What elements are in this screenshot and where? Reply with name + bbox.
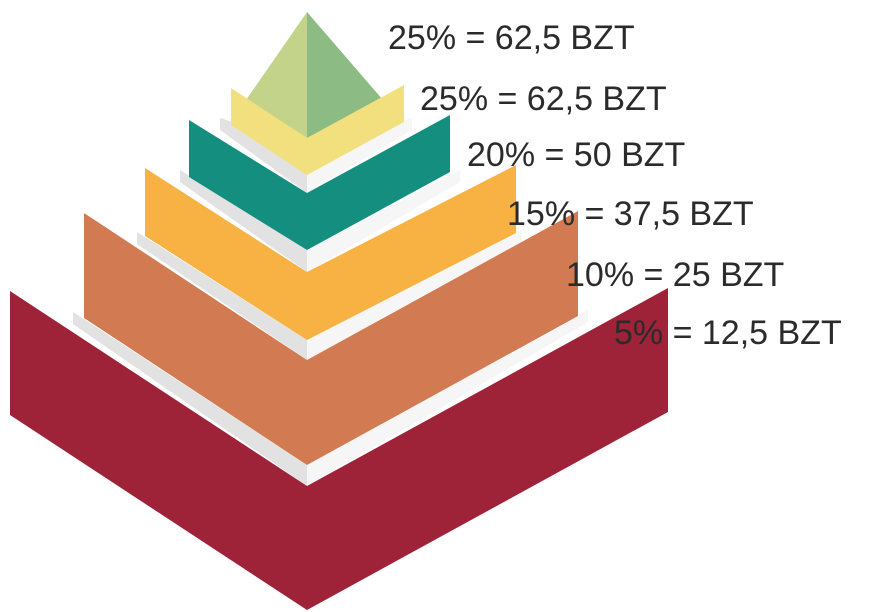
tier-label-bottom: 5% = 12,5 BZT	[614, 314, 842, 352]
tier-separator-left	[180, 170, 307, 272]
tier-separator-right	[307, 310, 588, 486]
tier-4-right-face	[307, 165, 516, 340]
tier-2-left-face	[231, 88, 307, 175]
tier-5-right-face	[307, 211, 578, 465]
tier-top-left-face	[246, 12, 307, 138]
tier-label-4: 15% = 37,5 BZT	[507, 195, 754, 233]
tier-separator-left	[73, 312, 307, 486]
tier-2-right-face	[307, 85, 404, 175]
tier-separator-left	[137, 232, 307, 360]
tier-label-2: 25% = 62,5 BZT	[420, 80, 667, 118]
tier-label-top: 25% = 62,5 BZT	[388, 19, 635, 57]
tier-5-left-face	[84, 213, 307, 465]
tier-6-left-face	[10, 291, 307, 610]
tier-label-3: 20% = 50 BZT	[467, 136, 686, 174]
tier-separator-right	[307, 230, 522, 360]
tier-3-right-face	[307, 115, 450, 250]
tier-separator-left	[220, 118, 307, 193]
tier-3-left-face	[189, 120, 307, 250]
tier-separator-right	[307, 118, 410, 193]
tier-separator-right	[307, 170, 460, 272]
tier-label-5: 10% = 25 BZT	[566, 256, 785, 294]
tier-4-left-face	[145, 168, 307, 340]
tier-top-right-face	[307, 12, 383, 138]
tier-6-right-face	[307, 288, 668, 610]
